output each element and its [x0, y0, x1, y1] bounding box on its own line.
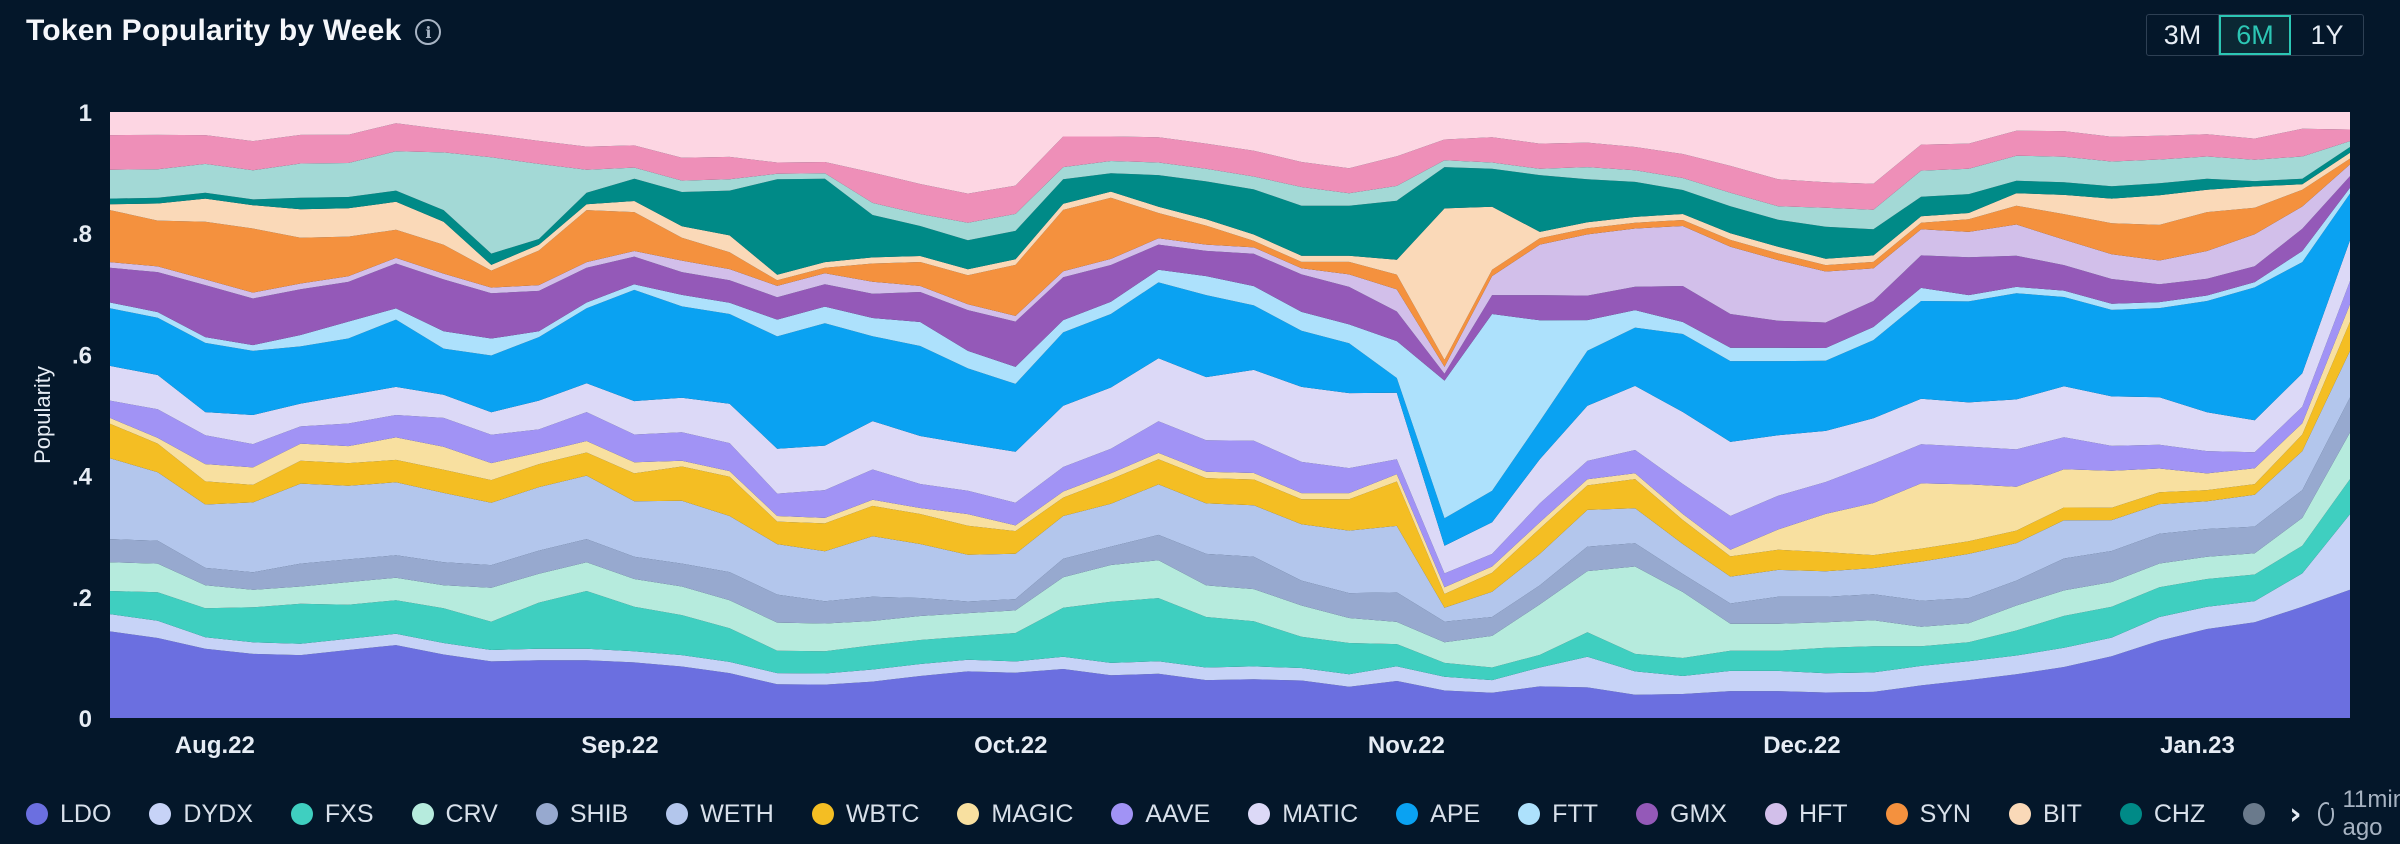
updated-text: 11min ago — [2342, 786, 2400, 841]
refresh-icon[interactable] — [2317, 801, 2337, 826]
legend-label: BIT — [2042, 799, 2082, 828]
legend-item-shib[interactable]: SHIB — [535, 799, 629, 829]
legend-label: SYN — [1919, 799, 1971, 828]
x-tick-label: Oct.22 — [974, 732, 1047, 759]
legend-item-syn[interactable]: SYN — [1885, 799, 1971, 829]
area-series-other3[interactable] — [110, 112, 2350, 194]
area-series-gmx[interactable] — [110, 176, 2350, 381]
legend-color-dot — [149, 803, 172, 825]
last-updated: 11min ago — [2317, 786, 2400, 842]
legend-item-weth[interactable]: WETH — [666, 800, 774, 829]
legend-color-dot — [535, 803, 558, 825]
area-series-fxs[interactable] — [110, 479, 2350, 681]
legend-more — [2243, 803, 2275, 825]
legend-color-dot — [2119, 803, 2142, 825]
legend-item-hft[interactable]: HFT — [1764, 799, 1848, 829]
legend-color-dot — [1396, 803, 1419, 825]
legend-color-dot — [666, 803, 689, 825]
legend-item-gmx[interactable]: GMX — [1636, 800, 1727, 829]
area-series-syn[interactable] — [110, 158, 2350, 367]
legend-label: MATIC — [1282, 799, 1359, 828]
legend-label: APE — [1430, 799, 1481, 828]
legend-item-dydx[interactable]: DYDX — [149, 799, 253, 829]
area-series-weth[interactable] — [110, 350, 2350, 622]
area-series-wbtc[interactable] — [110, 321, 2350, 608]
info-icon[interactable]: i — [415, 19, 442, 45]
area-series-chz[interactable] — [110, 147, 2350, 275]
x-tick-label: Aug.22 — [175, 732, 255, 759]
y-tick-label: .4 — [72, 464, 93, 491]
area-series-ape[interactable] — [110, 193, 2350, 546]
area-series-ldo[interactable] — [110, 589, 2350, 718]
chart-header: Token Popularity by Week i — [26, 14, 442, 48]
legend-item-magic[interactable]: MAGIC — [957, 800, 1073, 829]
area-series-matic[interactable] — [110, 240, 2350, 574]
legend-item-ftt[interactable]: FTT — [1518, 800, 1598, 829]
x-tick-label: Sep.22 — [581, 732, 658, 759]
legend-label: GMX — [1670, 799, 1727, 828]
legend-item-chz[interactable]: CHZ — [2119, 799, 2206, 829]
legend-color-dot — [1248, 803, 1271, 825]
time-range-selector: 3M 6M 1Y — [2146, 14, 2364, 56]
legend-color-dot — [290, 803, 313, 825]
legend-label: FTT — [1552, 799, 1598, 828]
legend-color-dot — [1764, 803, 1787, 825]
x-tick-label: Nov.22 — [1368, 732, 1445, 759]
legend-color-dot — [957, 803, 980, 825]
y-tick-label: 1 — [79, 100, 92, 127]
legend-label: HFT — [1798, 799, 1848, 828]
legend-item-fxs[interactable]: FXS — [290, 799, 374, 829]
legend-item-aave[interactable]: AAVE — [1111, 800, 1210, 829]
legend-item-crv[interactable]: CRV — [411, 799, 498, 829]
legend-color-dot — [2008, 803, 2031, 825]
legend-label: WETH — [700, 799, 774, 828]
x-tick-label: Dec.22 — [1763, 732, 1840, 759]
y-tick-label: 0 — [79, 706, 92, 733]
y-tick-label: .8 — [72, 221, 92, 248]
legend-color-dot — [811, 803, 834, 825]
chevron-right-icon[interactable]: › — [2289, 796, 2302, 832]
area-series-hft[interactable] — [110, 164, 2350, 374]
range-1y-button[interactable]: 1Y — [2310, 19, 2344, 50]
legend-item-bit[interactable]: BIT — [2008, 799, 2082, 829]
legend-label: CRV — [445, 799, 498, 828]
y-tick-label: .2 — [72, 585, 92, 612]
y-axis-label: Popularity — [30, 366, 55, 464]
legend-color-dot — [26, 803, 48, 825]
chart-title: Token Popularity by Week — [26, 14, 402, 47]
legend-item-wbtc[interactable]: WBTC — [811, 799, 920, 829]
legend-color-dot — [1636, 803, 1658, 825]
area-series-other1[interactable] — [110, 141, 2350, 254]
legend-label: WBTC — [845, 799, 920, 828]
range-6m-button[interactable]: 6M — [2219, 15, 2291, 55]
legend-label: FXS — [324, 799, 374, 828]
range-3m-button[interactable]: 3M — [2147, 15, 2219, 55]
legend-label: MAGIC — [991, 799, 1074, 828]
area-series-other2[interactable] — [110, 123, 2350, 223]
legend-label: AAVE — [1145, 799, 1211, 828]
legend: LDO DYDX FXS CRV SHIB WETH WBTC MAGIC AAVE MATIC A… — [26, 786, 2400, 841]
area-series-shib[interactable] — [110, 397, 2350, 643]
area-series-crv[interactable] — [110, 432, 2350, 668]
area-series-magic[interactable] — [110, 304, 2350, 594]
legend-label: CHZ — [2153, 799, 2206, 828]
legend-color-dot — [411, 803, 434, 825]
legend-label: LDO — [60, 799, 112, 828]
legend-label: SHIB — [569, 799, 629, 828]
y-tick-label: .6 — [72, 342, 92, 369]
legend-color-dot — [2243, 803, 2266, 825]
legend-label: DYDX — [183, 799, 253, 828]
legend-color-dot — [1885, 803, 1908, 825]
x-tick-label: Jan.23 — [2160, 732, 2235, 759]
legend-color-dot — [1111, 803, 1134, 825]
legend-item-ldo[interactable]: LDO — [26, 800, 111, 829]
legend-item-ape[interactable]: APE — [1396, 800, 1480, 829]
legend-item-matic[interactable]: MATIC — [1248, 800, 1358, 829]
legend-color-dot — [1518, 803, 1541, 825]
area-series-aave[interactable] — [110, 281, 2350, 588]
